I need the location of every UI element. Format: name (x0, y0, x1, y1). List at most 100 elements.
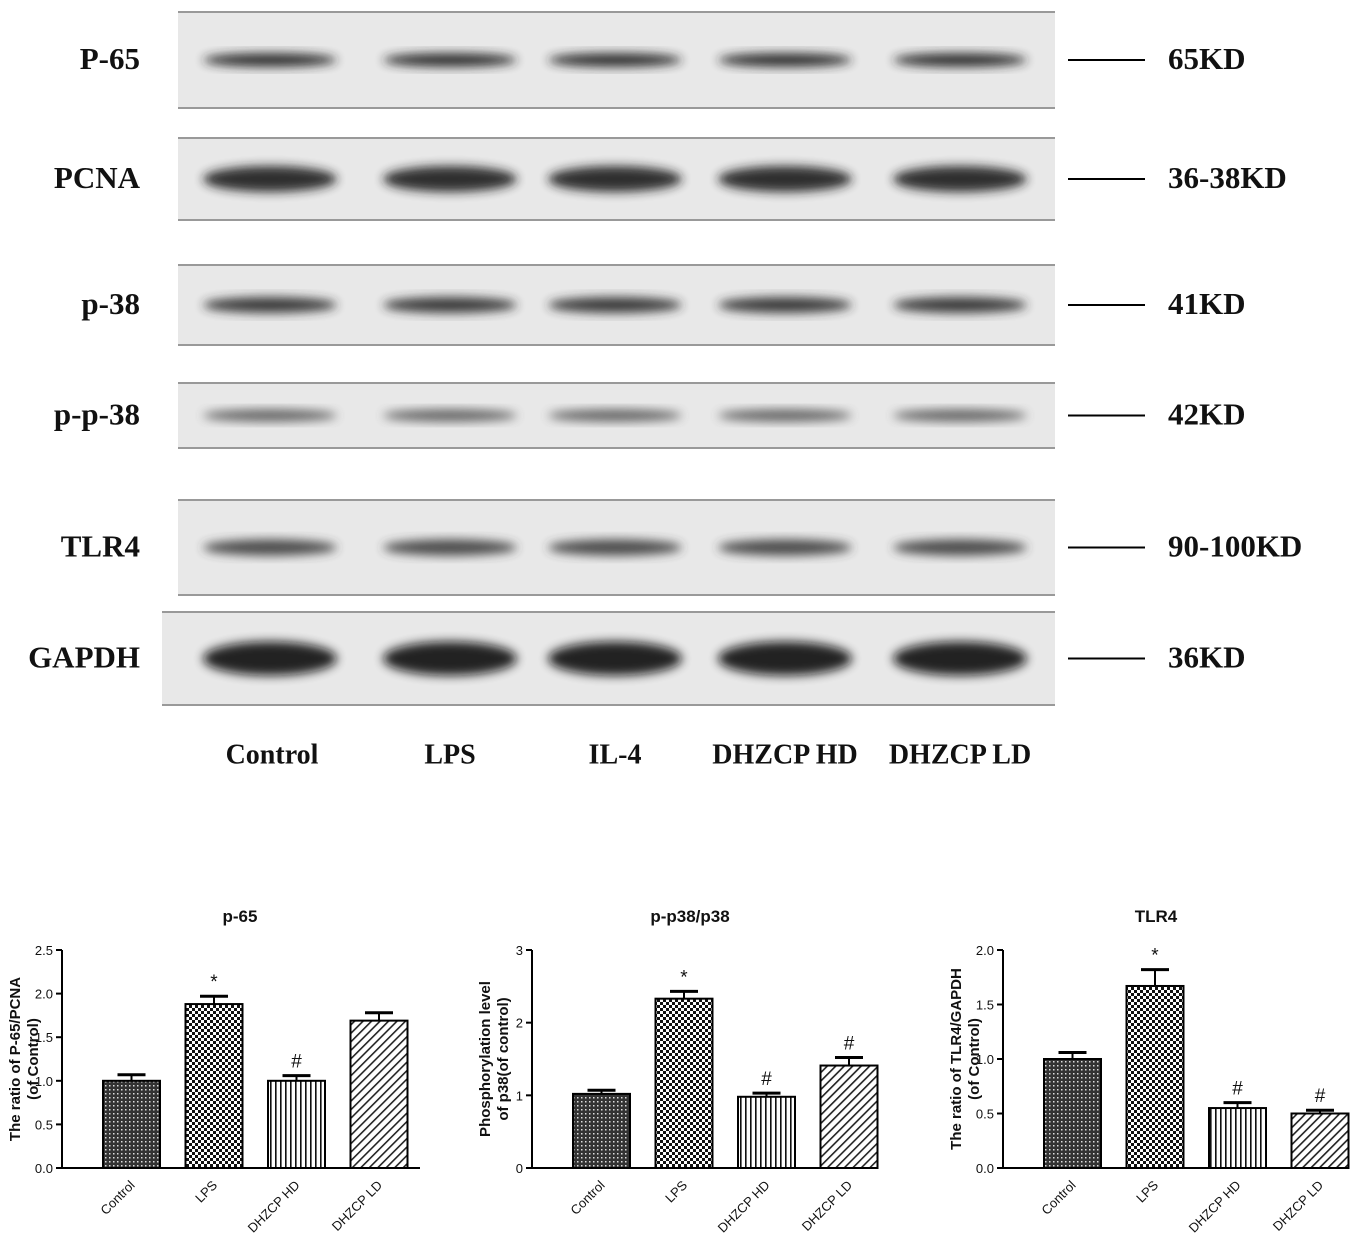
band (718, 53, 852, 67)
protein-label: P-65 (80, 41, 140, 76)
band (383, 409, 517, 422)
y-tick-label: 0.5 (35, 1117, 53, 1132)
y-tick-label: 0.5 (976, 1107, 994, 1122)
x-tick-label: LPS (1133, 1177, 1161, 1205)
significance-marker: # (291, 1052, 302, 1073)
x-tick-label: DHZCP HD (715, 1178, 773, 1236)
bar (1208, 1107, 1267, 1170)
band (893, 297, 1027, 313)
size-label: 65KD (1168, 41, 1246, 76)
y-tick-label: 2.0 (976, 943, 994, 958)
protein-label: GAPDH (28, 640, 140, 675)
significance-marker: # (761, 1069, 772, 1090)
x-tick-label: DHZCP LD (799, 1178, 855, 1234)
band (893, 539, 1027, 556)
y-axis-label: of p38(of control) (495, 997, 512, 1120)
significance-marker: # (1232, 1079, 1243, 1100)
band (383, 297, 517, 313)
bar (1125, 984, 1185, 1169)
x-tick-label: Control (97, 1177, 137, 1217)
band (718, 539, 852, 556)
x-tick-label: Control (567, 1177, 607, 1217)
band (718, 641, 852, 676)
y-tick-label: 1.0 (35, 1074, 53, 1089)
bar-chart: TLR4 The ratio of TLR4/GAPDH (of Control) 0… (948, 907, 1350, 1236)
band (893, 53, 1027, 67)
y-axis-label: (of Control) (25, 1018, 42, 1100)
bar (819, 1064, 879, 1170)
significance-marker: # (844, 1034, 855, 1055)
band (548, 539, 682, 556)
x-tick-label: DHZCP HD (1186, 1178, 1244, 1236)
significance-marker: * (1151, 946, 1159, 967)
band (203, 297, 337, 313)
chart-title: p-p38/p38 (650, 907, 729, 926)
band (718, 409, 852, 422)
x-tick-label: DHZCP HD (245, 1178, 303, 1236)
y-axis-label: (of Control) (966, 1018, 983, 1100)
x-tick-label: DHZCP LD (329, 1178, 385, 1234)
lane-label: Control (226, 739, 319, 770)
band (548, 641, 682, 676)
y-axis-label: The ratio of P-65/PCNA (7, 977, 24, 1141)
band (383, 166, 517, 192)
y-tick-label: 1.5 (976, 998, 994, 1013)
significance-marker: # (1315, 1086, 1326, 1107)
band (548, 297, 682, 313)
bar (572, 1092, 631, 1170)
band (383, 539, 517, 556)
band (548, 166, 682, 192)
band (548, 409, 682, 422)
lane-label: DHZCP LD (889, 739, 1031, 770)
bar (654, 997, 714, 1169)
protein-label: PCNA (54, 160, 141, 195)
y-tick-label: 0 (516, 1161, 523, 1176)
chart-title: p-65 (223, 907, 258, 926)
bar (267, 1079, 326, 1170)
lane-label: DHZCP HD (712, 739, 857, 770)
band (203, 166, 337, 192)
bar-chart: p-65 The ratio of P-65/PCNA (of Control) 0.… (7, 907, 420, 1235)
y-tick-label: 1.5 (35, 1030, 53, 1045)
protein-label: p-38 (81, 286, 140, 321)
x-tick-label: DHZCP LD (1270, 1178, 1326, 1234)
lane-label: IL-4 (589, 739, 642, 770)
y-tick-label: 2 (516, 1016, 523, 1031)
band (718, 297, 852, 313)
protein-label: TLR4 (61, 529, 140, 564)
band (718, 166, 852, 192)
bar (1290, 1112, 1350, 1169)
bar (349, 1019, 409, 1170)
y-tick-label: 0.0 (976, 1161, 994, 1176)
x-tick-label: LPS (192, 1177, 220, 1205)
band (203, 641, 337, 676)
y-tick-label: 0.0 (35, 1161, 53, 1176)
significance-marker: * (210, 972, 218, 993)
band (203, 53, 337, 67)
x-tick-label: LPS (662, 1177, 690, 1205)
bar (184, 1003, 244, 1170)
y-tick-label: 1.0 (976, 1052, 994, 1067)
lane-label: LPS (424, 739, 475, 770)
y-tick-label: 2.5 (35, 943, 53, 958)
size-label: 90-100KD (1168, 529, 1302, 564)
y-axis-label: Phosphorylation level (477, 981, 494, 1137)
band (893, 641, 1027, 676)
band (893, 166, 1027, 192)
protein-label: p-p-38 (54, 397, 140, 432)
bar-chart: p-p38/p38 Phosphorylation level of p38(of … (477, 907, 879, 1236)
x-tick-label: Control (1038, 1177, 1078, 1217)
size-label: 41KD (1168, 286, 1246, 321)
chart-title: TLR4 (1135, 907, 1178, 926)
y-axis-label: The ratio of TLR4/GAPDH (948, 968, 965, 1150)
band (383, 641, 517, 676)
band (893, 409, 1027, 422)
significance-marker: * (680, 967, 688, 988)
bar (102, 1079, 161, 1170)
size-label: 36-38KD (1168, 160, 1287, 195)
band (548, 53, 682, 67)
bar (1043, 1058, 1102, 1169)
band (383, 53, 517, 67)
y-tick-label: 1 (516, 1088, 523, 1103)
